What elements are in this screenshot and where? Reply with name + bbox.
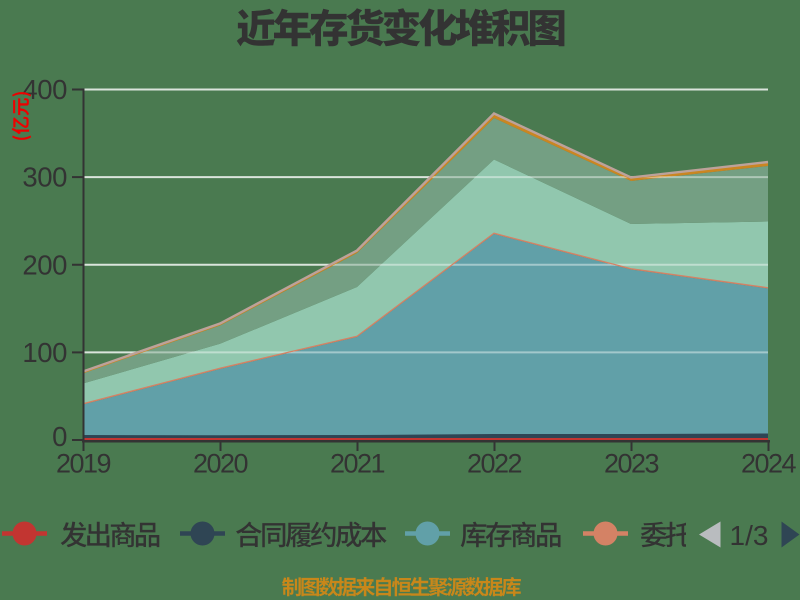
svg-text:2021: 2021 [330,449,385,479]
svg-text:2020: 2020 [193,449,248,479]
svg-text:2024: 2024 [741,449,797,479]
svg-text:200: 200 [22,249,67,280]
svg-text:100: 100 [22,337,67,368]
svg-text:1/3: 1/3 [730,520,769,551]
svg-text:2023: 2023 [604,449,659,479]
svg-text:0: 0 [52,421,67,452]
svg-text:2019: 2019 [56,449,111,479]
svg-text:400: 400 [22,74,67,105]
svg-text:300: 300 [22,162,67,193]
svg-text:2022: 2022 [467,449,522,479]
